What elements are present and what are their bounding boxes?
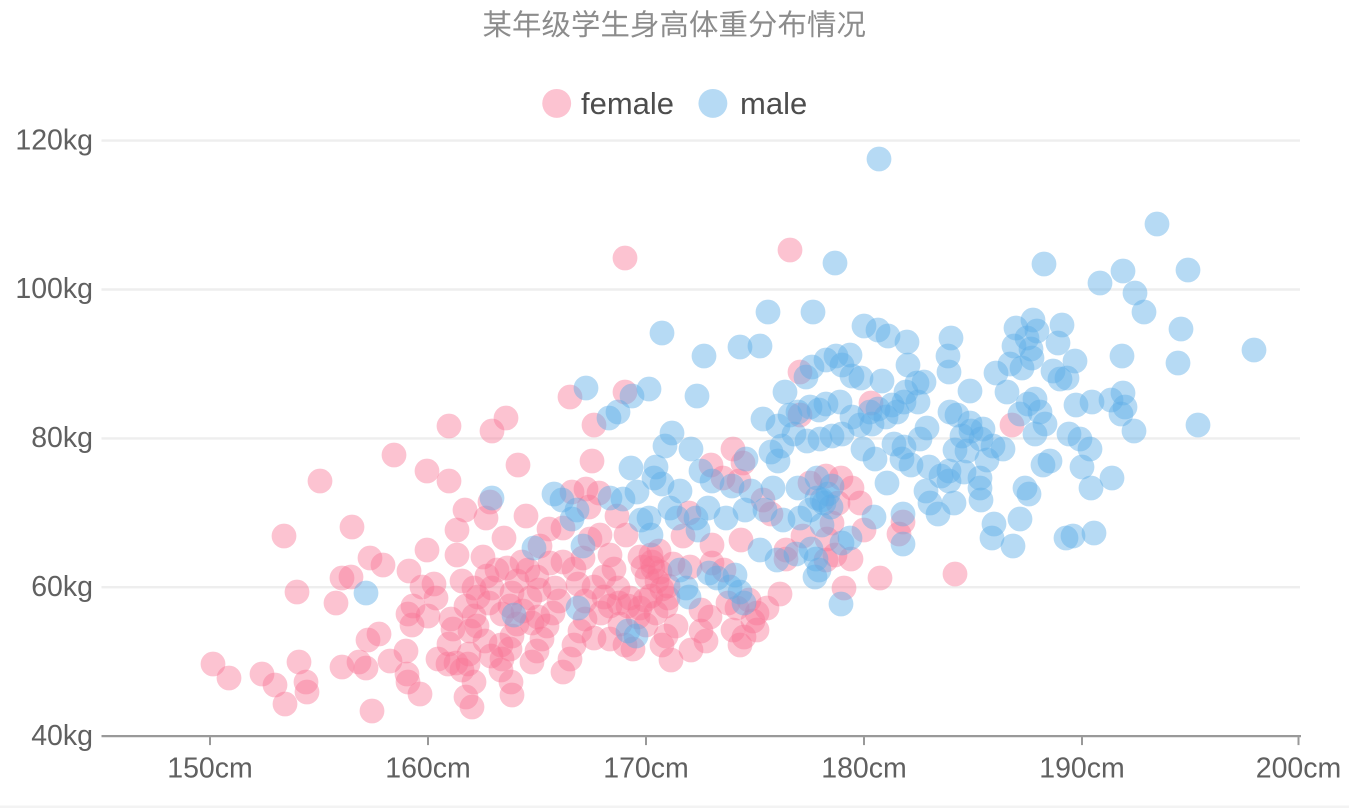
svg-text:female: female — [581, 86, 674, 121]
svg-text:180cm: 180cm — [821, 753, 907, 785]
svg-text:100kg: 100kg — [15, 273, 93, 305]
svg-text:40kg: 40kg — [31, 720, 93, 752]
svg-text:200cm: 200cm — [1256, 753, 1342, 785]
svg-text:190cm: 190cm — [1039, 753, 1125, 785]
svg-text:80kg: 80kg — [31, 422, 93, 454]
svg-text:60kg: 60kg — [31, 571, 93, 603]
svg-text:150cm: 150cm — [167, 753, 253, 785]
svg-text:120kg: 120kg — [15, 124, 93, 156]
svg-text:160cm: 160cm — [385, 753, 471, 785]
svg-text:male: male — [740, 86, 807, 121]
svg-text:170cm: 170cm — [603, 753, 689, 785]
